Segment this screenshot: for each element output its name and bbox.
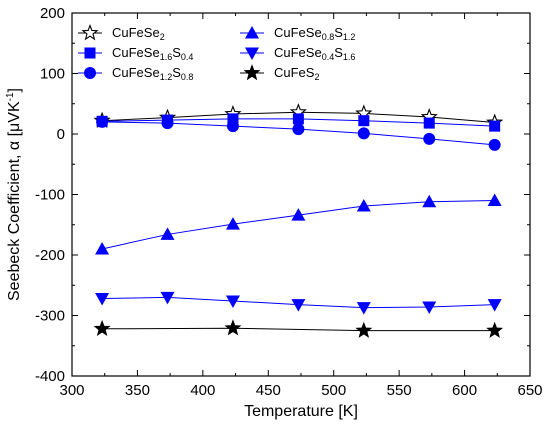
y-tick-label: -200 xyxy=(35,247,65,264)
legend-item: CuFeS2 xyxy=(240,64,319,82)
data-point xyxy=(96,115,109,128)
data-point xyxy=(291,208,306,221)
data-point xyxy=(161,117,174,130)
y-axis-title-main: Seebeck Coefficient, α [μVK xyxy=(6,101,23,301)
data-point xyxy=(291,299,306,312)
y-axis-title-sup: -1 xyxy=(5,92,16,101)
data-point xyxy=(487,299,502,312)
legend-item: CuFeSe2 xyxy=(78,23,165,42)
x-axis-title: Temperature [K] xyxy=(244,403,358,420)
data-point xyxy=(355,321,373,338)
data-point xyxy=(160,227,175,240)
x-tick-label: 350 xyxy=(125,382,150,399)
x-tick-label: 400 xyxy=(190,382,215,399)
data-point xyxy=(95,293,110,306)
data-point xyxy=(487,193,502,207)
legend-label: CuFeSe1.2S0.8 xyxy=(112,65,193,82)
legend-label: CuFeSe1.6S0.4 xyxy=(112,45,193,62)
data-point xyxy=(356,302,371,315)
y-tick-label: -100 xyxy=(35,187,65,204)
data-point xyxy=(357,127,370,140)
legend-item: CuFeSe1.2S0.8 xyxy=(78,65,193,82)
y-tick-label: -300 xyxy=(35,308,65,325)
data-point xyxy=(486,321,504,338)
y-axis-title-close: ] xyxy=(6,88,23,92)
data-point xyxy=(422,301,437,315)
y-tick-label: 0 xyxy=(57,126,65,143)
data-point xyxy=(423,132,436,145)
series-line xyxy=(102,327,495,332)
series-3 xyxy=(96,115,501,151)
data-point xyxy=(488,138,501,151)
y-tick-label: 100 xyxy=(40,66,65,83)
data-point xyxy=(160,291,175,305)
legend-label: CuFeSe0.8S1.2 xyxy=(274,25,355,42)
data-point xyxy=(423,117,435,129)
data-point xyxy=(489,120,501,132)
x-tick-label: 500 xyxy=(321,382,346,399)
data-point xyxy=(422,194,437,208)
legend-item: CuFeSe0.8S1.2 xyxy=(240,25,355,42)
data-point xyxy=(224,319,242,336)
series-4 xyxy=(95,193,502,255)
data-point xyxy=(95,241,110,255)
data-point xyxy=(292,113,304,125)
data-point xyxy=(93,319,111,337)
x-tick-label: 300 xyxy=(59,382,84,399)
data-point xyxy=(225,217,240,230)
x-tick-label: 450 xyxy=(256,382,281,399)
legend-label: CuFeS2 xyxy=(274,65,319,82)
legend-marker xyxy=(84,47,96,59)
data-point xyxy=(358,115,370,127)
y-axis-title: Seebeck Coefficient, α [μVK-1] xyxy=(5,88,23,301)
legend-label: CuFeSe0.4S1.6 xyxy=(274,45,355,62)
ticks-layer: 300 350 400 450 500 550 600 650 -400 -300 -200 -100… xyxy=(35,5,543,399)
legend-item: CuFeSe0.4S1.6 xyxy=(240,45,355,62)
x-tick-label: 600 xyxy=(452,382,477,399)
data-point xyxy=(226,120,239,133)
data-point xyxy=(227,113,239,125)
x-tick-label: 650 xyxy=(517,382,542,399)
legend: CuFeSe2 CuFeSe1.6S0.4 CuFeSe1.2S0.8 CuFeSe0… xyxy=(78,23,355,82)
legend-label: CuFeSe2 xyxy=(112,25,165,42)
series-6 xyxy=(93,319,504,338)
y-tick-label: 200 xyxy=(40,5,65,22)
legend-marker xyxy=(245,26,259,39)
data-point xyxy=(292,123,305,136)
legend-marker xyxy=(81,23,99,41)
legend-marker xyxy=(245,47,259,60)
legend-marker xyxy=(243,64,261,81)
data-point xyxy=(225,295,240,308)
y-tick-label: -400 xyxy=(35,368,65,385)
data-point xyxy=(356,198,371,212)
series-5 xyxy=(95,291,502,315)
x-tick-label: 550 xyxy=(387,382,412,399)
legend-marker xyxy=(84,67,96,79)
legend-item: CuFeSe1.6S0.4 xyxy=(78,45,193,62)
series-layer xyxy=(93,103,504,338)
